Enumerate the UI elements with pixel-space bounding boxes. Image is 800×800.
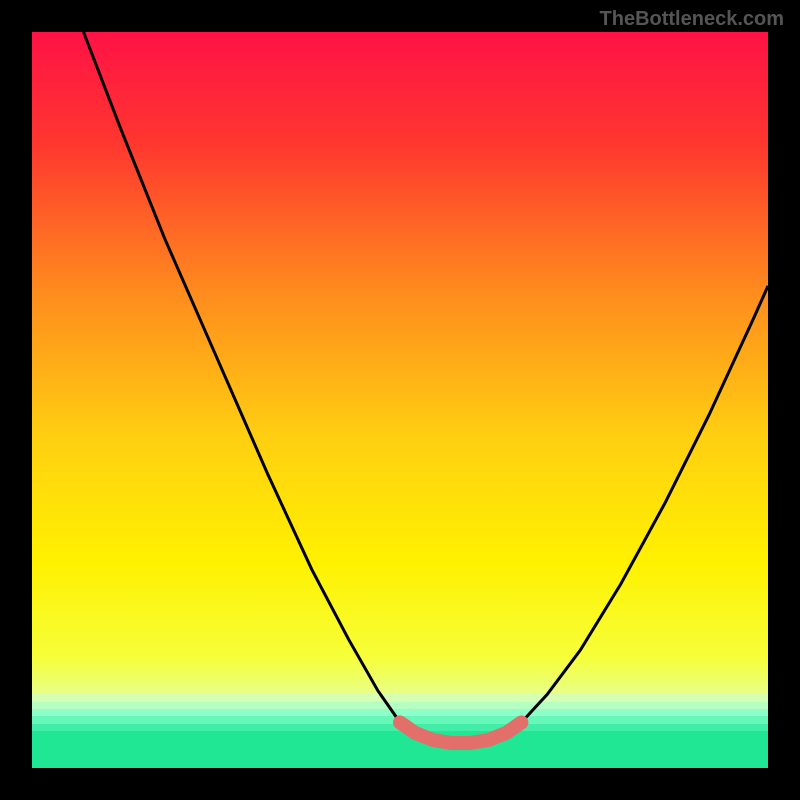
plot-area bbox=[32, 32, 768, 768]
red-highlight-curve bbox=[400, 722, 521, 743]
black-curve-right bbox=[503, 286, 768, 735]
black-curve-left bbox=[84, 32, 419, 735]
curve-svg bbox=[32, 32, 768, 768]
watermark-text: TheBottleneck.com bbox=[600, 8, 784, 31]
